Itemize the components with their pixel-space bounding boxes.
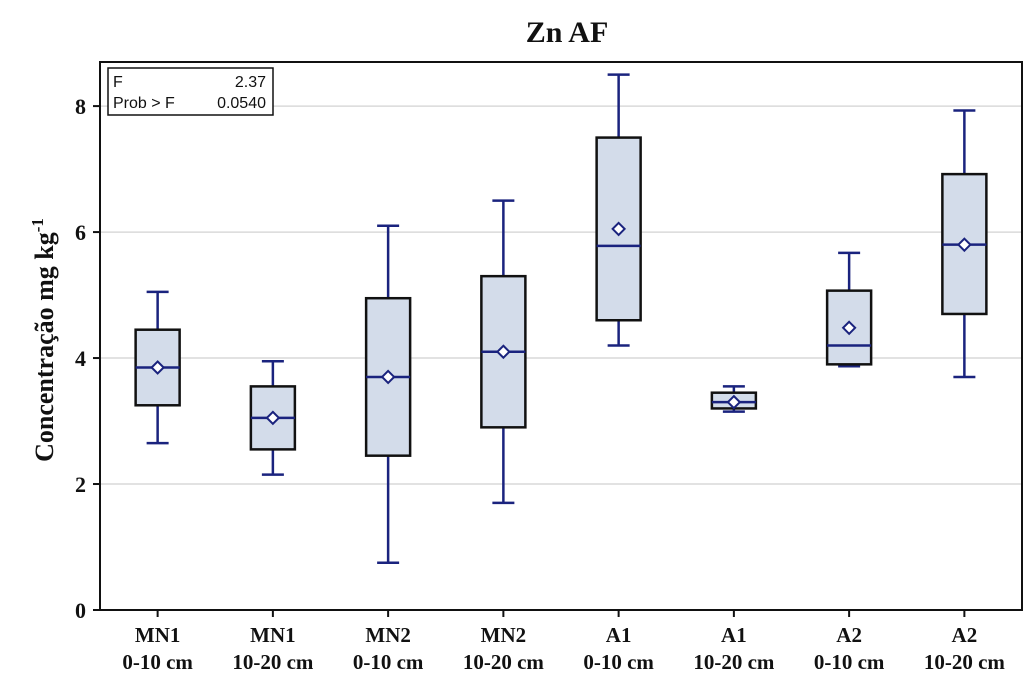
y-axis-label-text: Concentração mg kg [30,232,59,462]
x-tick-label-6: A1 10-20 cm [693,623,775,674]
boxes [134,73,988,565]
x-tick-label-depth: 10-20 cm [463,650,545,674]
stats-f-value: 2.37 [235,74,266,91]
chart-title: Zn AF [526,16,609,49]
box-5 [595,73,642,347]
y-tick-label-8: 8 [75,94,86,119]
box-8 [941,109,988,379]
x-tick-label-group: MN2 [481,623,527,647]
x-tick-label-group: MN2 [365,623,411,647]
y-tick-label-0: 0 [75,598,86,623]
box-6 [710,385,758,413]
mean-marker [150,360,166,375]
mean-marker [265,410,281,426]
x-tick-label-group: A1 [606,623,632,647]
y-tick-label-2: 2 [75,472,86,497]
x-tick-label-depth: 0-10 cm [353,650,424,674]
x-tick-labels: MN1 0-10 cm MN1 10-20 cm MN2 0-10 cm MN2 10-20 … [122,610,1005,674]
x-tick-label-8: A2 10-20 cm [924,623,1006,674]
iqr-box [825,289,873,366]
stats-f-label: F [113,74,123,91]
x-tick-label-3: MN2 0-10 cm [353,623,424,674]
x-tick-label-4: MN2 10-20 cm [463,623,545,674]
y-tick-labels: 0 2 4 6 8 [75,94,100,623]
mean-marker [841,320,857,336]
x-tick-label-depth: 10-20 cm [232,650,314,674]
mean-marker [726,394,742,410]
box-7 [825,251,873,368]
mean-marker [380,369,396,385]
y-axis-label-exponent: -1 [28,218,47,232]
x-tick-label-7: A2 0-10 cm [814,623,885,674]
x-tick-label-group: MN1 [135,623,181,647]
box-2 [249,359,297,476]
mean-marker [956,237,972,253]
x-tick-label-depth: 10-20 cm [693,650,775,674]
x-tick-label-group: A1 [721,623,747,647]
box-1 [134,290,181,445]
x-tick-label-group: A2 [952,623,978,647]
stats-prob-label: Prob > F [113,95,175,112]
x-tick-label-5: A1 0-10 cm [583,623,654,674]
stats-prob-value: 0.0540 [217,95,266,112]
x-tick-label-depth: 0-10 cm [814,650,885,674]
x-tick-label-depth: 0-10 cm [122,650,193,674]
y-tick-label-4: 4 [75,346,86,371]
x-tick-label-2: MN1 10-20 cm [232,623,314,674]
stats-box-frame [107,67,274,116]
x-tick-label-1: MN1 0-10 cm [122,623,193,674]
x-tick-label-group: A2 [836,623,862,647]
box-3 [364,224,412,565]
y-axis-label: Concentração mg kg-1 [28,218,59,462]
x-tick-label-depth: 10-20 cm [924,650,1006,674]
mean-marker [495,344,511,360]
x-tick-label-group: MN1 [250,623,296,647]
stats-box: F 2.37 Prob > F 0.0540 [107,67,274,116]
box-4 [480,199,527,505]
gridlines [100,105,1022,485]
mean-marker [611,221,627,237]
plot-area-frame [99,61,1023,611]
y-tick-label-6: 6 [75,220,86,245]
x-tick-label-depth: 0-10 cm [583,650,654,674]
